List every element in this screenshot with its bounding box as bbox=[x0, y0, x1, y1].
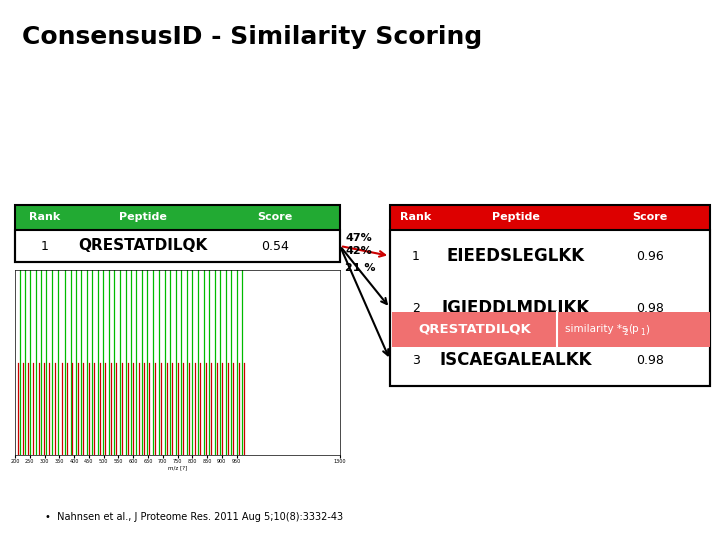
Text: 0.54: 0.54 bbox=[261, 240, 289, 253]
Bar bbox=[390, 205, 710, 230]
Bar bbox=[390, 230, 710, 386]
Text: Rank: Rank bbox=[30, 213, 60, 222]
Text: QRESTATDILQK: QRESTATDILQK bbox=[78, 239, 207, 253]
Text: QRESTATDILQK: QRESTATDILQK bbox=[418, 323, 531, 336]
Text: similarity *s: similarity *s bbox=[565, 325, 628, 334]
X-axis label: m/z [?]: m/z [?] bbox=[168, 465, 187, 470]
Bar bbox=[15, 230, 340, 262]
Text: 0.98: 0.98 bbox=[636, 301, 664, 314]
Text: Peptide: Peptide bbox=[492, 213, 540, 222]
Text: 0.98: 0.98 bbox=[636, 354, 664, 367]
Text: (p: (p bbox=[629, 325, 639, 334]
Text: ISCAEGALEALKK: ISCAEGALEALKK bbox=[440, 351, 593, 369]
Text: ): ) bbox=[645, 325, 649, 334]
Bar bbox=[392, 312, 710, 347]
Text: ConsensusID - Similarity Scoring: ConsensusID - Similarity Scoring bbox=[22, 25, 482, 49]
Text: 1: 1 bbox=[412, 249, 420, 262]
Text: 0.96: 0.96 bbox=[636, 249, 664, 262]
Text: 2: 2 bbox=[412, 301, 420, 314]
Text: 1: 1 bbox=[640, 328, 645, 337]
Text: 2: 2 bbox=[624, 328, 628, 337]
Text: Score: Score bbox=[632, 213, 667, 222]
Bar bbox=[15, 205, 340, 262]
Text: •  Nahnsen et al., J Proteome Res. 2011 Aug 5;10(8):3332-43: • Nahnsen et al., J Proteome Res. 2011 A… bbox=[45, 512, 343, 522]
Text: 1: 1 bbox=[41, 240, 49, 253]
Text: Peptide: Peptide bbox=[119, 213, 166, 222]
Text: 47%: 47% bbox=[345, 233, 372, 243]
Text: 42%: 42% bbox=[345, 246, 372, 256]
Bar bbox=[390, 205, 710, 386]
Text: Score: Score bbox=[257, 213, 292, 222]
Text: 3: 3 bbox=[412, 354, 420, 367]
Text: EIEEDSLEGLKK: EIEEDSLEGLKK bbox=[447, 247, 585, 265]
Bar bbox=[15, 205, 340, 230]
Text: Rank: Rank bbox=[400, 213, 431, 222]
Text: 21 %: 21 % bbox=[345, 263, 376, 273]
Text: IGIEDDLMDLIKK: IGIEDDLMDLIKK bbox=[442, 299, 590, 317]
